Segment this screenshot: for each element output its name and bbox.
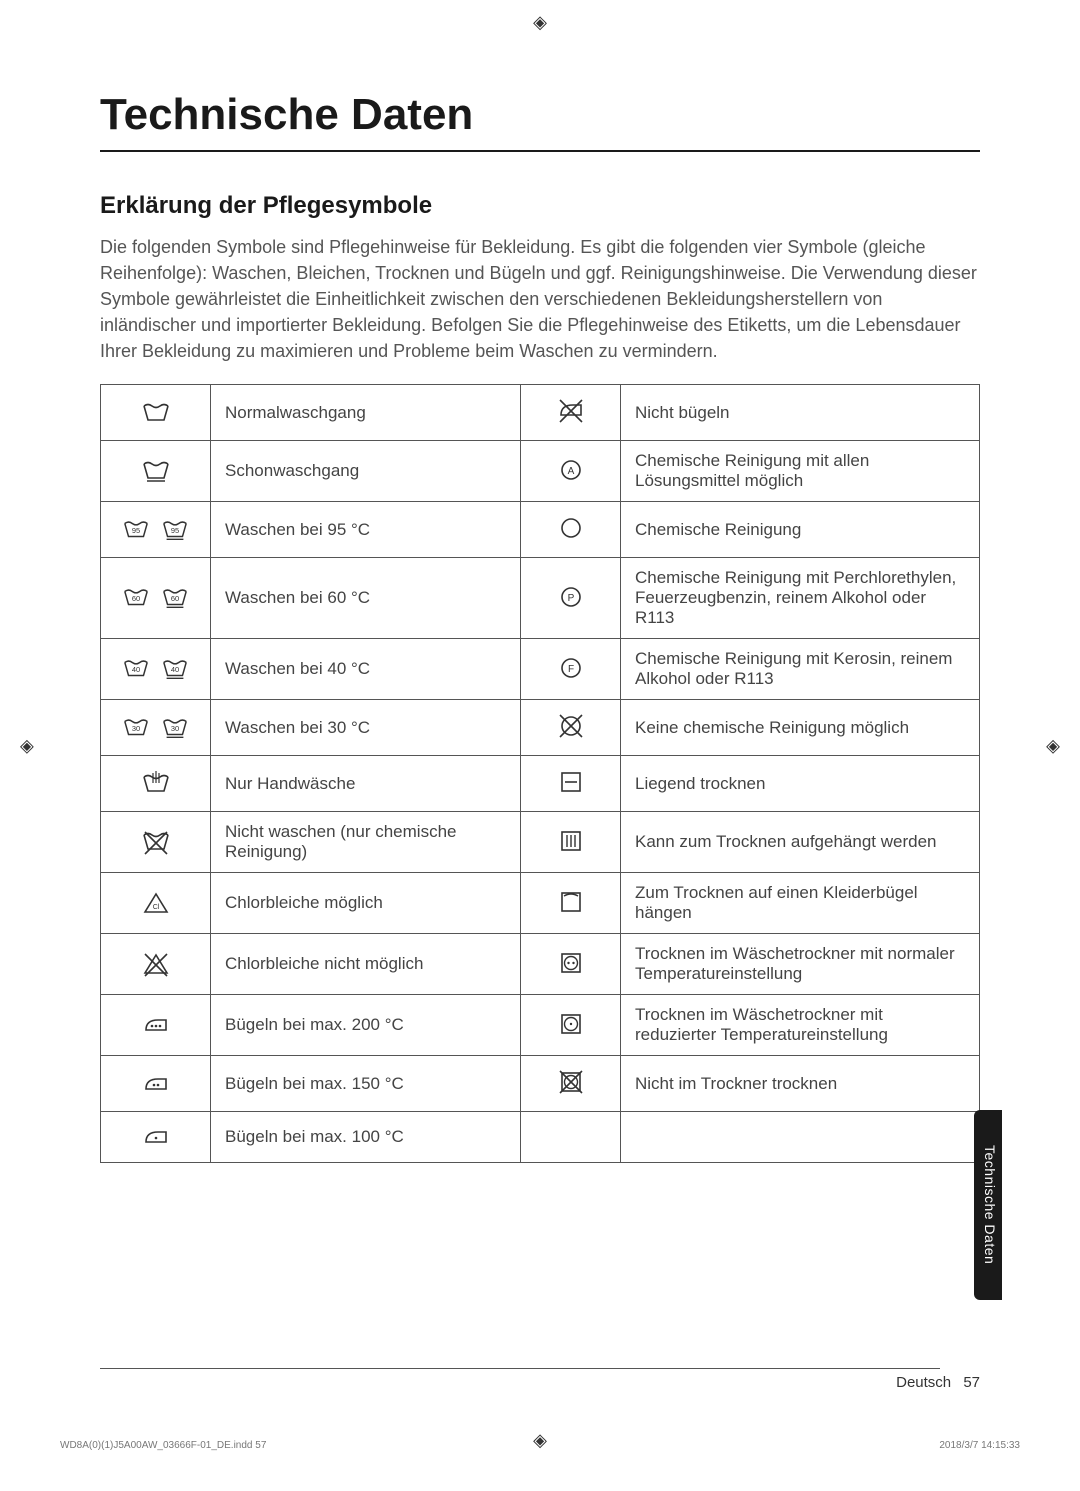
wash-gentle-icon (101, 441, 211, 502)
wash-30-icon: 30 30 (101, 700, 211, 756)
table-row: Normalwaschgang Nicht bügeln (101, 385, 980, 441)
right-label: Trocknen im Wäschetrockner mit reduziert… (621, 995, 980, 1056)
dryclean-no-icon (521, 700, 621, 756)
table-row: Cl Chlorbleiche möglich Zum Trocknen auf e… (101, 873, 980, 934)
wash-60-icon: 60 60 (101, 558, 211, 639)
left-label: Waschen bei 40 °C (211, 639, 521, 700)
svg-text:A: A (567, 466, 574, 477)
table-row: Nicht waschen (nur chemische Reinigung) K… (101, 812, 980, 873)
iron-no-icon (521, 385, 621, 441)
svg-text:95: 95 (132, 526, 140, 535)
left-label: Bügeln bei max. 150 °C (211, 1056, 521, 1112)
iron-100-icon (101, 1112, 211, 1163)
tumble-low-icon (521, 995, 621, 1056)
table-row: 40 40Waschen bei 40 °CFChemische Reinigu… (101, 639, 980, 700)
footer-page-number: 57 (963, 1374, 980, 1391)
iron-200-icon (101, 995, 211, 1056)
left-label: Chlorbleiche nicht möglich (211, 934, 521, 995)
svg-text:60: 60 (171, 594, 179, 603)
svg-text:60: 60 (132, 594, 140, 603)
right-label: Keine chemische Reinigung möglich (621, 700, 980, 756)
registration-mark-icon: ◈ (533, 12, 547, 33)
dry-hanger-icon (521, 873, 621, 934)
dry-hang-icon (521, 812, 621, 873)
tumble-normal-icon (521, 934, 621, 995)
print-timestamp: 2018/3/7 14:15:33 (939, 1440, 1020, 1451)
registration-mark-icon: ◈ (533, 1430, 547, 1451)
tumble-no-icon (521, 1056, 621, 1112)
footer-language: Deutsch (896, 1374, 951, 1391)
footer-rule (100, 1368, 940, 1369)
wash-95-icon: 95 95 (101, 502, 211, 558)
table-row: Bügeln bei max. 150 °C Nicht im Trockner … (101, 1056, 980, 1112)
svg-text:95: 95 (171, 526, 179, 535)
svg-text:P: P (567, 593, 574, 604)
svg-text:40: 40 (132, 665, 140, 674)
svg-text:Cl: Cl (152, 904, 159, 911)
table-row: 60 60Waschen bei 60 °CPChemische Reinigu… (101, 558, 980, 639)
wash-40-icon: 40 40 (101, 639, 211, 700)
page-footer: Deutsch 57 (896, 1374, 980, 1391)
dryclean-a-icon: A (521, 441, 621, 502)
right-label: Zum Trocknen auf einen Kleiderbügel häng… (621, 873, 980, 934)
left-label: Schonwaschgang (211, 441, 521, 502)
empty-icon (521, 1112, 621, 1163)
dry-flat-icon (521, 756, 621, 812)
bleach-ok-icon: Cl (101, 873, 211, 934)
bleach-no-icon (101, 934, 211, 995)
right-label (621, 1112, 980, 1163)
registration-mark-icon: ◈ (20, 735, 34, 756)
right-label: Nicht bügeln (621, 385, 980, 441)
table-row: Chlorbleiche nicht möglich Trocknen im Wä… (101, 934, 980, 995)
care-symbol-table: NormalwaschgangNicht bügelnSchonwaschgan… (100, 384, 980, 1163)
left-label: Waschen bei 95 °C (211, 502, 521, 558)
right-label: Nicht im Trockner trocknen (621, 1056, 980, 1112)
svg-text:40: 40 (171, 665, 179, 674)
left-label: Waschen bei 30 °C (211, 700, 521, 756)
table-row: Bügeln bei max. 200 °C Trocknen im Wäsche… (101, 995, 980, 1056)
left-label: Chlorbleiche möglich (211, 873, 521, 934)
intro-paragraph: Die folgenden Symbole sind Pflegehinweis… (100, 234, 980, 364)
iron-150-icon (101, 1056, 211, 1112)
table-row: 30 30Waschen bei 30 °CKeine chemische Re… (101, 700, 980, 756)
right-label: Chemische Reinigung (621, 502, 980, 558)
table-row: 95 95Waschen bei 95 °CChemische Reinigun… (101, 502, 980, 558)
right-label: Chemische Reinigung mit Kerosin, reinem … (621, 639, 980, 700)
dryclean-empty-icon (521, 502, 621, 558)
svg-text:30: 30 (171, 724, 179, 733)
left-label: Normalwaschgang (211, 385, 521, 441)
dryclean-p-icon: P (521, 558, 621, 639)
table-row: Bügeln bei max. 100 °C (101, 1112, 980, 1163)
registration-mark-icon: ◈ (1046, 735, 1060, 756)
wash-normal-icon (101, 385, 211, 441)
print-job-id: WD8A(0)(1)J5A00AW_03666F-01_DE.indd 57 (60, 1440, 266, 1451)
left-label: Bügeln bei max. 100 °C (211, 1112, 521, 1163)
right-label: Kann zum Trocknen aufgehängt werden (621, 812, 980, 873)
table-row: Schonwaschgang A Chemische Reinigung mit a… (101, 441, 980, 502)
left-label: Nicht waschen (nur chemische Reinigung) (211, 812, 521, 873)
right-label: Trocknen im Wäschetrockner mit normaler … (621, 934, 980, 995)
svg-text:F: F (567, 664, 573, 675)
table-row: Nur Handwäsche Liegend trocknen (101, 756, 980, 812)
left-label: Nur Handwäsche (211, 756, 521, 812)
left-label: Bügeln bei max. 200 °C (211, 995, 521, 1056)
page-title: Technische Daten (100, 90, 980, 152)
right-label: Chemische Reinigung mit allen Lösungsmit… (621, 441, 980, 502)
hand-wash-icon (101, 756, 211, 812)
svg-text:30: 30 (132, 724, 140, 733)
wash-no-icon (101, 812, 211, 873)
right-label: Liegend trocknen (621, 756, 980, 812)
left-label: Waschen bei 60 °C (211, 558, 521, 639)
dryclean-f-icon: F (521, 639, 621, 700)
side-tab: Technische Daten (974, 1110, 1002, 1300)
section-heading: Erklärung der Pflegesymbole (100, 192, 980, 220)
right-label: Chemische Reinigung mit Perchlorethylen,… (621, 558, 980, 639)
